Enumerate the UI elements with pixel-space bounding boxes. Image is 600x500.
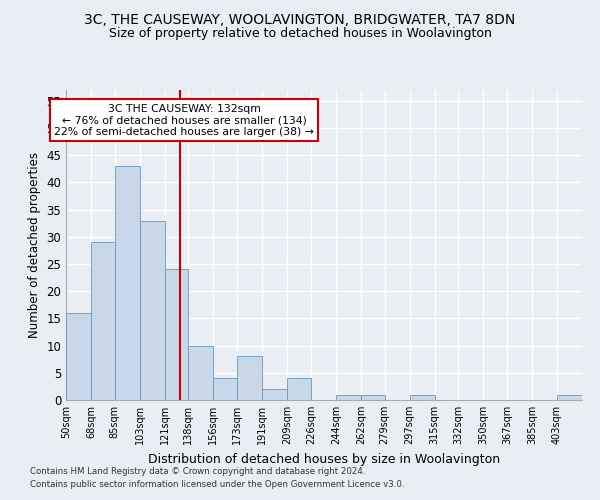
Bar — [557, 394, 582, 400]
Text: Contains HM Land Registry data © Crown copyright and database right 2024.: Contains HM Land Registry data © Crown c… — [30, 467, 365, 476]
Bar — [262, 389, 287, 400]
Text: Contains public sector information licensed under the Open Government Licence v3: Contains public sector information licen… — [30, 480, 404, 489]
Bar — [188, 346, 214, 400]
Bar — [91, 242, 115, 400]
Bar — [165, 270, 188, 400]
Bar — [410, 394, 434, 400]
Text: 3C, THE CAUSEWAY, WOOLAVINGTON, BRIDGWATER, TA7 8DN: 3C, THE CAUSEWAY, WOOLAVINGTON, BRIDGWAT… — [85, 12, 515, 26]
Bar — [237, 356, 262, 400]
X-axis label: Distribution of detached houses by size in Woolavington: Distribution of detached houses by size … — [148, 452, 500, 466]
Bar — [140, 220, 165, 400]
Y-axis label: Number of detached properties: Number of detached properties — [28, 152, 41, 338]
Bar — [336, 394, 361, 400]
Bar — [287, 378, 311, 400]
Bar — [115, 166, 140, 400]
Bar — [214, 378, 237, 400]
Text: 3C THE CAUSEWAY: 132sqm
← 76% of detached houses are smaller (134)
22% of semi-d: 3C THE CAUSEWAY: 132sqm ← 76% of detache… — [54, 104, 314, 137]
Bar — [361, 394, 385, 400]
Bar — [66, 313, 91, 400]
Text: Size of property relative to detached houses in Woolavington: Size of property relative to detached ho… — [109, 28, 491, 40]
